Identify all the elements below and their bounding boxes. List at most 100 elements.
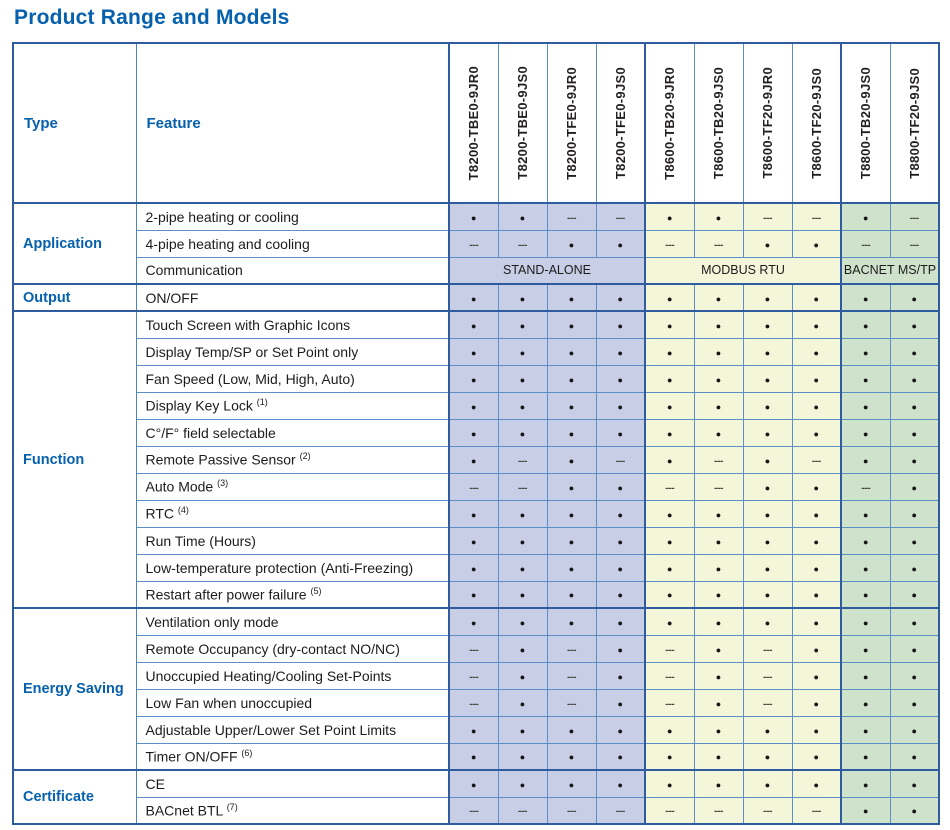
- feature-cell: Run Time (Hours): [135, 526, 450, 555]
- feature-available-dot: ●: [617, 671, 623, 682]
- value-cell: ●: [791, 337, 842, 366]
- value-cell: ●: [448, 445, 499, 474]
- feature-available-dot: ●: [911, 698, 917, 709]
- value-cell: ●: [497, 418, 548, 447]
- value-cell: ●: [889, 391, 940, 420]
- value-cell: ●: [546, 310, 597, 339]
- feature-available-dot: ●: [568, 563, 575, 574]
- value-cell: ---: [791, 796, 842, 825]
- value-cell: ●: [889, 337, 940, 366]
- feature-available-dot: ●: [764, 536, 771, 547]
- value-cell: ●: [595, 607, 646, 636]
- feature-available-dot: ●: [911, 563, 917, 574]
- feature-available-dot: ●: [568, 374, 575, 385]
- value-cell: ●: [595, 661, 646, 690]
- feature-unavailable-dash: ---: [714, 481, 724, 494]
- value-cell: ●: [840, 580, 891, 609]
- feature-available-dot: ●: [667, 725, 673, 736]
- feature-unavailable-dash: ---: [567, 805, 577, 818]
- value-cell: ●: [448, 418, 499, 447]
- value-cell: ●: [693, 526, 744, 555]
- value-cell: ●: [546, 715, 597, 744]
- feature-available-dot: ●: [519, 590, 526, 601]
- feature-available-dot: ●: [617, 293, 623, 304]
- communication-group-cell: BACNET MS/TP: [840, 256, 940, 285]
- feature-available-dot: ●: [568, 401, 575, 412]
- footnote-marker: (4): [177, 505, 189, 516]
- communication-group-cell: MODBUS RTU: [644, 256, 842, 285]
- feature-available-dot: ●: [617, 725, 623, 736]
- table-row: Application 2-pipe heating or cooling ● ● --…: [12, 202, 940, 285]
- feature-available-dot: ●: [617, 428, 623, 439]
- feature-unavailable-dash: ---: [665, 697, 675, 710]
- value-cell: ●: [644, 391, 695, 420]
- value-cell: ●: [497, 769, 548, 798]
- feature-available-dot: ●: [617, 482, 623, 493]
- feature-available-dot: ●: [715, 293, 722, 304]
- feature-available-dot: ●: [863, 455, 869, 466]
- value-cell: ●: [595, 769, 646, 798]
- value-cell: ●: [791, 688, 842, 717]
- feature-unavailable-dash: ---: [909, 238, 920, 251]
- value-cell: ●: [497, 688, 548, 717]
- feature-available-dot: ●: [617, 779, 623, 790]
- feature-available-dot: ●: [617, 509, 623, 520]
- value-cell: ---: [546, 796, 597, 825]
- feature-available-dot: ●: [813, 320, 819, 331]
- feature-cell: CE: [135, 769, 450, 798]
- value-cell: ●: [742, 769, 793, 798]
- feature-available-dot: ●: [863, 806, 869, 817]
- feature-available-dot: ●: [863, 401, 869, 412]
- feature-unavailable-dash: ---: [567, 643, 577, 656]
- value-cell: ●: [791, 715, 842, 744]
- feature-unavailable-dash: ---: [518, 805, 528, 818]
- value-cell: ●: [742, 445, 793, 474]
- feature-available-dot: ●: [568, 536, 575, 547]
- feature-available-dot: ●: [667, 509, 673, 520]
- feature-available-dot: ●: [715, 536, 722, 547]
- feature-unavailable-dash: ---: [714, 805, 724, 818]
- value-cell: ●: [595, 634, 646, 663]
- value-cell: ●: [595, 418, 646, 447]
- value-cell: ---: [693, 796, 744, 825]
- table-row: Certificate CE ● ● ● ● ● ● ● ● ● ●: [12, 769, 940, 825]
- feature-available-dot: ●: [568, 239, 575, 250]
- value-cell: ●: [791, 364, 842, 393]
- model-column-header: T8200-TBE0-9JS0: [497, 42, 548, 204]
- feature-available-dot: ●: [471, 563, 477, 574]
- value-cell: ---: [595, 445, 646, 474]
- table-row: Energy Saving Ventilation only mode ● ● ● ● ● ●…: [12, 607, 940, 771]
- value-cell: ●: [644, 418, 695, 447]
- feature-available-dot: ●: [813, 563, 819, 574]
- value-cell: ●: [595, 337, 646, 366]
- value-cell: ●: [742, 337, 793, 366]
- feature-available-dot: ●: [471, 428, 477, 439]
- feature-cell: Fan Speed (Low, Mid, High, Auto): [135, 364, 450, 393]
- feature-available-dot: ●: [667, 563, 673, 574]
- value-cell: ●: [840, 499, 891, 528]
- value-cell: ---: [448, 796, 499, 825]
- feature-available-dot: ●: [813, 239, 819, 250]
- model-name: T8200-TBE0-9JS0: [515, 66, 530, 180]
- value-cell: ●: [693, 418, 744, 447]
- value-cell: ●: [742, 229, 793, 258]
- model-name: T8200-TBE0-9JR0: [466, 65, 482, 181]
- feature-available-dot: ●: [911, 293, 917, 304]
- feature-available-dot: ●: [617, 374, 623, 385]
- feature-available-dot: ●: [764, 293, 771, 304]
- feature-available-dot: ●: [617, 698, 623, 709]
- model-column-header: T8800-TB20-9JS0: [840, 42, 891, 204]
- feature-cell: Remote Passive Sensor (2): [135, 445, 450, 474]
- value-cell: ●: [497, 607, 548, 636]
- feature-unavailable-dash: ---: [469, 238, 479, 251]
- value-cell: ●: [448, 715, 499, 744]
- feature-available-dot: ●: [568, 455, 575, 466]
- feature-available-dot: ●: [471, 212, 477, 223]
- model-column-header: T8200-TBE0-9JR0: [448, 42, 499, 204]
- feature-available-dot: ●: [568, 509, 575, 520]
- value-cell: ●: [448, 769, 499, 798]
- feature-available-dot: ●: [863, 536, 869, 547]
- value-cell: ●: [497, 310, 548, 339]
- model-column-header: T8600-TB20-9JS0: [693, 42, 744, 204]
- feature-available-dot: ●: [471, 374, 477, 385]
